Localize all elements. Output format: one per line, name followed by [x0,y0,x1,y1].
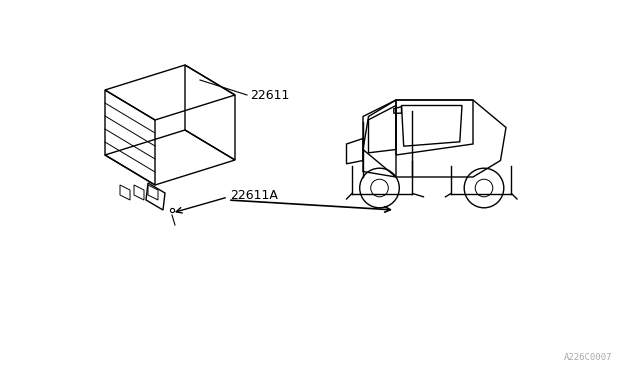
Text: 22611A: 22611A [230,189,278,202]
Text: 22611: 22611 [250,89,289,102]
Text: A226C0007: A226C0007 [564,353,612,362]
